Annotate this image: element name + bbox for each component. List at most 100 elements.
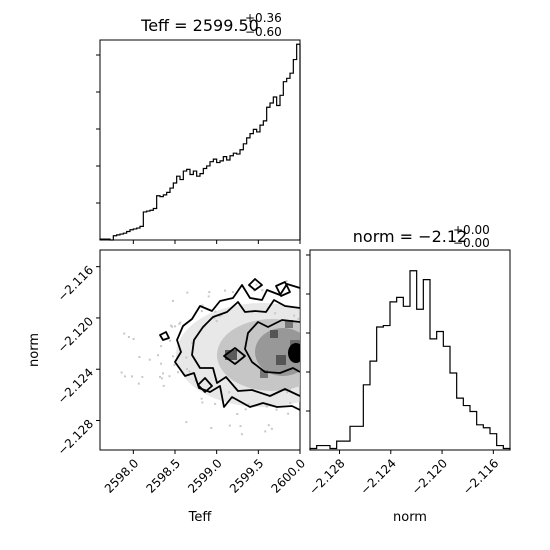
- scatter-point: [327, 318, 329, 320]
- scatter-point: [172, 299, 174, 302]
- scatter-point: [343, 372, 345, 374]
- scatter-point: [293, 314, 296, 317]
- scatter-point: [137, 382, 140, 385]
- scatter-point: [369, 391, 371, 393]
- scatter-point: [261, 289, 264, 292]
- scatter-point: [220, 314, 223, 317]
- scatter-point: [169, 339, 172, 342]
- norm-title-plus: +0.00: [453, 223, 490, 237]
- scatter-point: [185, 356, 188, 359]
- scatter-point: [169, 324, 172, 327]
- norm-histogram: [309, 270, 511, 450]
- norm-x-ticks: −2.128 −2.124 −2.120 −2.116: [306, 450, 501, 498]
- scatter-point: [297, 317, 300, 320]
- scatter-point: [288, 388, 291, 391]
- norm-title-value: −2.12: [418, 227, 467, 246]
- scatter-point: [159, 375, 161, 378]
- contour-island-low: [197, 377, 213, 393]
- teff-histogram: [99, 43, 301, 241]
- joint-x-ticks: 2598.0 2598.5 2599.0 2599.5 2600.0: [102, 450, 308, 496]
- norm-hist-panel: [309, 249, 511, 451]
- scatter-point: [228, 424, 231, 427]
- x-label-teff: Teff: [188, 510, 213, 525]
- scatter-point: [370, 390, 372, 392]
- scatter-point: [162, 372, 164, 375]
- joint-y-tick-label: −2.124: [55, 365, 96, 406]
- joint-x-tick-label: 2600.0: [269, 456, 309, 496]
- density-core-4: [285, 320, 293, 328]
- scatter-point: [194, 379, 197, 382]
- teff-title-prefix: Teff =: [140, 16, 193, 35]
- scatter-point: [171, 325, 174, 328]
- joint-y-ticks: −2.128 −2.124 −2.120 −2.116: [55, 263, 100, 458]
- scatter-points: [120, 280, 373, 436]
- norm-x-tick-label: −2.120: [409, 456, 450, 497]
- scatter-point: [359, 345, 361, 347]
- scatter-point: [214, 402, 217, 405]
- scatter-point: [321, 425, 323, 427]
- scatter-point: [207, 295, 210, 298]
- joint-y-tick-label: −2.120: [55, 314, 96, 355]
- joint-x-tick-label: 2599.5: [227, 456, 267, 496]
- teff-title-plus: +0.36: [245, 11, 282, 25]
- scatter-point: [157, 354, 159, 357]
- scatter-point: [201, 304, 204, 307]
- scatter-point: [131, 375, 133, 378]
- scatter-point: [371, 398, 373, 400]
- x-label-norm: norm: [393, 510, 427, 525]
- scatter-point: [253, 289, 256, 292]
- scatter-point: [350, 407, 352, 409]
- contour-island-small: [159, 331, 170, 341]
- scatter-point: [160, 345, 163, 348]
- scatter-point: [347, 367, 349, 369]
- scatter-point: [317, 376, 319, 378]
- scatter-point: [210, 427, 213, 429]
- scatter-point: [347, 357, 349, 359]
- teff-title-minus: −0.60: [245, 25, 282, 39]
- scatter-point: [274, 312, 277, 315]
- joint-y-tick-label: −2.116: [55, 263, 96, 304]
- density-core-1: [270, 330, 278, 338]
- scatter-point: [346, 372, 348, 374]
- scatter-point: [173, 363, 176, 366]
- scatter-point: [331, 362, 333, 364]
- scatter-point: [244, 408, 247, 411]
- scatter-point: [172, 355, 175, 358]
- scatter-point: [162, 384, 165, 387]
- scatter-point: [228, 391, 231, 394]
- scatter-point: [218, 315, 221, 318]
- scatter-point: [286, 391, 289, 394]
- scatter-point: [270, 427, 273, 430]
- scatter-point: [301, 416, 303, 418]
- teff-title: Teff = 2599.50: [140, 16, 259, 35]
- teff-hist-panel: [99, 39, 301, 241]
- scatter-point: [179, 321, 182, 324]
- scatter-point: [371, 392, 373, 394]
- contour-island-edge: [275, 281, 291, 297]
- scatter-point: [326, 394, 328, 396]
- joint-x-tick-label: 2598.0: [102, 456, 142, 496]
- scatter-point: [215, 320, 218, 323]
- scatter-point: [275, 408, 278, 411]
- y-label-norm: norm: [27, 333, 42, 367]
- scatter-point: [236, 413, 239, 415]
- scatter-point: [127, 336, 130, 338]
- scatter-point: [177, 371, 179, 374]
- teff-title-value: 2599.50: [193, 16, 259, 35]
- contour-island-top: [248, 278, 263, 291]
- density-core-2: [276, 355, 286, 365]
- norm-title-prefix: norm =: [353, 227, 418, 246]
- norm-title: norm = −2.12: [353, 227, 467, 246]
- contour-outer: [174, 283, 300, 411]
- scatter-point: [224, 289, 226, 292]
- scatter-point: [214, 310, 217, 313]
- joint-density: [120, 278, 373, 436]
- scatter-point: [132, 338, 135, 340]
- scatter-point: [138, 356, 141, 358]
- joint-y-tick-label: −2.128: [55, 417, 96, 458]
- norm-title-minus: −0.00: [453, 236, 490, 250]
- scatter-point: [362, 367, 364, 369]
- scatter-point: [323, 325, 325, 327]
- scatter-point: [160, 377, 163, 380]
